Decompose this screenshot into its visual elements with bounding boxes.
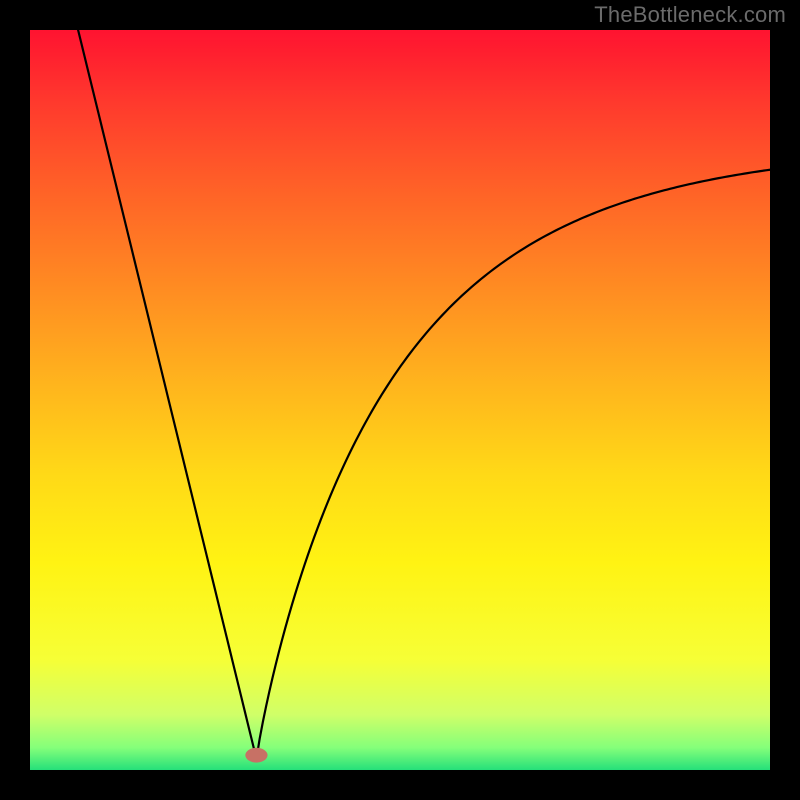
curve-path — [78, 30, 770, 759]
watermark-text: TheBottleneck.com — [594, 2, 786, 28]
chart-frame: TheBottleneck.com — [0, 0, 800, 800]
min-marker — [245, 748, 267, 763]
plot-area — [30, 30, 770, 770]
bottleneck-curve — [30, 30, 770, 770]
